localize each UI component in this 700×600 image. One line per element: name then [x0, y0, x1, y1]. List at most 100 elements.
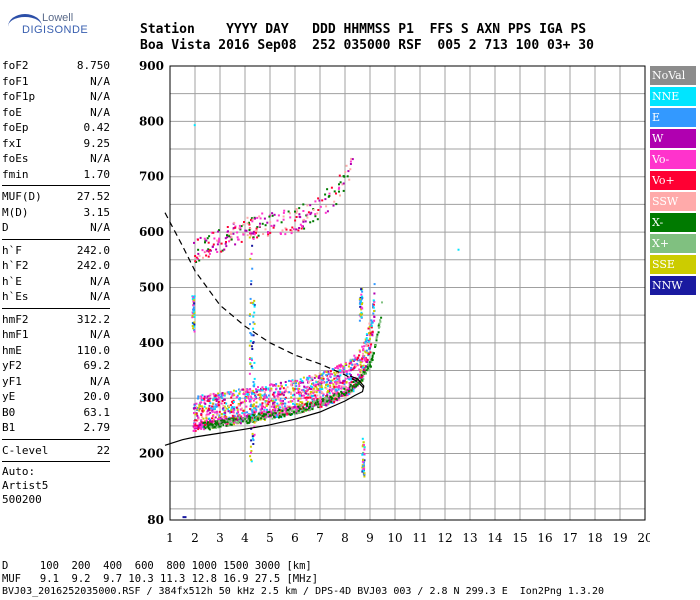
o-trace-point — [258, 394, 261, 397]
x-trace-point — [329, 396, 332, 399]
o-trace-point — [203, 428, 206, 431]
x-trace-point — [326, 400, 329, 403]
o-trace-point — [272, 408, 275, 411]
o-trace-point — [319, 373, 322, 376]
o-trace-point — [325, 387, 328, 390]
spread-trace-point — [316, 212, 319, 215]
spread-trace-point — [195, 256, 198, 259]
o-trace-point — [331, 373, 333, 376]
o-trace-point — [319, 403, 322, 406]
o-trace-point — [260, 404, 263, 407]
o-trace-point — [310, 395, 313, 398]
o-trace-point — [320, 391, 323, 393]
param-row: B1 2.79 — [2, 420, 110, 436]
auto-line: Auto: — [2, 465, 36, 478]
x-trace-point — [309, 405, 311, 408]
x-trace-point — [348, 390, 351, 393]
o-trace-point — [220, 421, 222, 424]
param-name: hmF2 — [2, 312, 29, 326]
x-trace-point — [278, 409, 281, 411]
o-trace-point — [307, 394, 310, 397]
param-name: foEp — [2, 121, 29, 134]
vertical-echo-point — [253, 421, 256, 424]
spread-trace-point — [251, 218, 254, 221]
spread-trace-point — [268, 215, 271, 218]
vertical-echo-point — [361, 290, 364, 293]
spread-trace-point — [302, 219, 305, 222]
o-trace-point — [231, 402, 234, 405]
o-trace-point — [250, 408, 253, 411]
o-trace-point — [367, 339, 370, 342]
o-trace-point — [365, 365, 367, 368]
param-value: N/A — [90, 90, 110, 103]
o-trace-point — [252, 417, 255, 420]
o-trace-point — [334, 367, 337, 369]
o-trace-point — [360, 380, 363, 383]
o-trace-point — [326, 385, 329, 388]
o-trace-point — [264, 416, 266, 419]
o-trace-point — [273, 404, 276, 407]
o-trace-point — [337, 365, 340, 367]
o-trace-point — [201, 407, 204, 410]
o-trace-point — [365, 344, 368, 347]
x-trace-point — [259, 414, 262, 417]
o-trace-point — [237, 414, 240, 417]
o-trace-point — [198, 409, 201, 412]
o-trace-point — [311, 379, 314, 381]
x-trace-point — [263, 413, 266, 416]
o-trace-point — [334, 397, 336, 400]
o-trace-point — [299, 401, 302, 403]
lowell-digisonde-logo: Lowell DIGISONDE — [4, 8, 88, 38]
o-trace-point — [312, 382, 315, 385]
o-trace-point — [277, 398, 280, 401]
x-trace-point — [220, 422, 223, 425]
o-trace-point — [212, 392, 215, 395]
x-trace-point — [375, 336, 378, 339]
o-trace-point — [223, 413, 226, 416]
o-trace-point — [250, 403, 253, 406]
spread-trace-point — [216, 239, 218, 242]
param-name: foE — [2, 105, 22, 119]
o-trace-point — [327, 373, 330, 376]
x-trace-point — [315, 403, 318, 406]
o-trace-point — [291, 400, 294, 403]
vertical-echo-point — [249, 445, 252, 448]
o-trace-point — [243, 400, 246, 403]
x-trace-point — [370, 361, 373, 363]
vertical-echo-point — [250, 334, 253, 337]
o-trace-point — [268, 409, 271, 412]
param-value: N/A — [90, 274, 110, 288]
o-trace-point — [269, 389, 272, 392]
o-trace-point — [329, 375, 332, 378]
o-trace-point — [315, 375, 318, 378]
o-trace-point — [277, 407, 280, 410]
x-trace-point — [324, 399, 327, 402]
o-trace-point — [325, 371, 328, 374]
o-trace-point — [316, 388, 319, 390]
param-name: D — [2, 221, 9, 234]
o-trace-point — [318, 378, 321, 381]
param-value: 242.0 — [76, 259, 110, 272]
o-trace-point — [308, 387, 311, 390]
x-trace-point — [278, 416, 280, 419]
o-trace-point — [308, 376, 311, 379]
x-trace-point — [377, 331, 380, 334]
o-trace-point — [239, 402, 242, 405]
o-trace-point — [243, 414, 246, 417]
o-trace-point — [338, 396, 341, 399]
param-row: B0 63.1 — [2, 405, 110, 421]
spread-trace-point — [207, 241, 210, 244]
vertical-echo-point — [250, 357, 253, 360]
x-trace-point — [281, 409, 284, 412]
param-separator — [2, 307, 110, 309]
o-trace-point — [221, 392, 224, 395]
spread-trace-point — [291, 226, 294, 229]
o-trace-point — [320, 384, 323, 387]
o-trace-point — [366, 361, 369, 363]
o-trace-point — [248, 391, 251, 394]
o-trace-point — [224, 418, 226, 421]
o-trace-point — [231, 394, 234, 397]
o-trace-point — [258, 389, 261, 392]
o-trace-point — [194, 413, 197, 416]
o-trace-point — [322, 372, 325, 375]
